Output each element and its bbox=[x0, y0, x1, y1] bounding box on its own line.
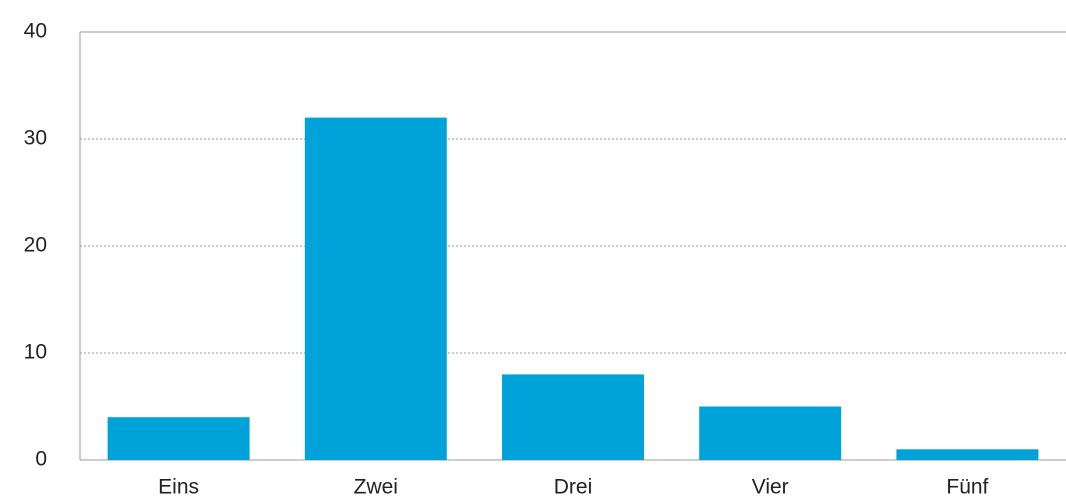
y-tick-label: 40 bbox=[24, 20, 47, 43]
y-tick-label: 20 bbox=[24, 234, 47, 257]
bar bbox=[304, 117, 447, 460]
bar bbox=[107, 417, 250, 460]
y-tick-label: 10 bbox=[24, 341, 47, 364]
x-tick-label: Eins bbox=[158, 476, 199, 499]
bar bbox=[896, 449, 1039, 460]
x-tick-label: Fünf bbox=[946, 476, 988, 499]
bar bbox=[502, 374, 644, 460]
x-tick-label: Drei bbox=[554, 476, 593, 499]
bar bbox=[699, 406, 842, 460]
y-tick-label: 0 bbox=[35, 448, 47, 471]
x-tick-label: Zwei bbox=[354, 476, 398, 499]
x-tick-label: Vier bbox=[752, 476, 789, 499]
y-tick-label: 30 bbox=[24, 127, 47, 150]
